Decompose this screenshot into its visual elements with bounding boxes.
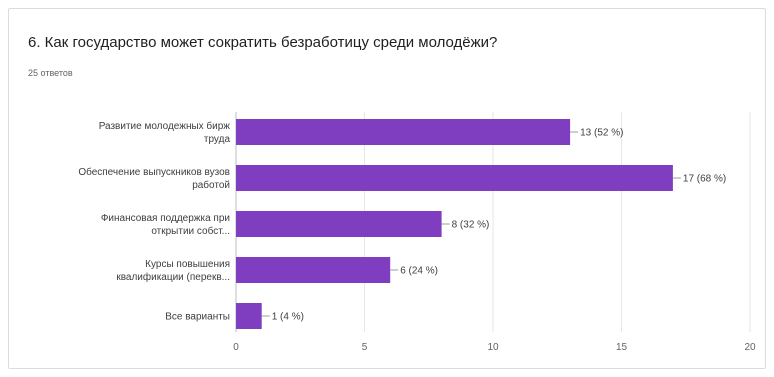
bar bbox=[236, 165, 673, 191]
x-tick-label: 5 bbox=[362, 342, 368, 353]
response-count: 25 ответов bbox=[28, 68, 73, 78]
bar bbox=[236, 119, 571, 145]
value-label: 8 (32 %) bbox=[452, 220, 490, 231]
x-tick-label: 0 bbox=[233, 342, 239, 353]
category-label: Обеспечение выпускников вузов работой bbox=[78, 166, 230, 191]
value-label: 13 (52 %) bbox=[580, 128, 623, 139]
x-tick-label: 20 bbox=[744, 342, 756, 353]
x-tick-label: 10 bbox=[487, 342, 499, 353]
category-label: Финансовая поддержка при открытии собст..… bbox=[101, 213, 230, 237]
question-title: 6. Как государство может сократить безра… bbox=[28, 34, 498, 51]
x-tick-label: 15 bbox=[616, 342, 628, 353]
bar bbox=[236, 257, 391, 283]
category-label: Развитие молодежных бирж труда bbox=[99, 120, 231, 145]
category-label: Все варианты bbox=[165, 312, 230, 323]
value-label: 17 (68 %) bbox=[683, 174, 726, 185]
bar bbox=[236, 211, 442, 237]
value-label: 6 (24 %) bbox=[400, 266, 438, 277]
bar bbox=[236, 303, 262, 329]
category-label: Курсы повышения квалификации (перекв... bbox=[116, 259, 230, 283]
value-label: 1 (4 %) bbox=[272, 312, 304, 323]
